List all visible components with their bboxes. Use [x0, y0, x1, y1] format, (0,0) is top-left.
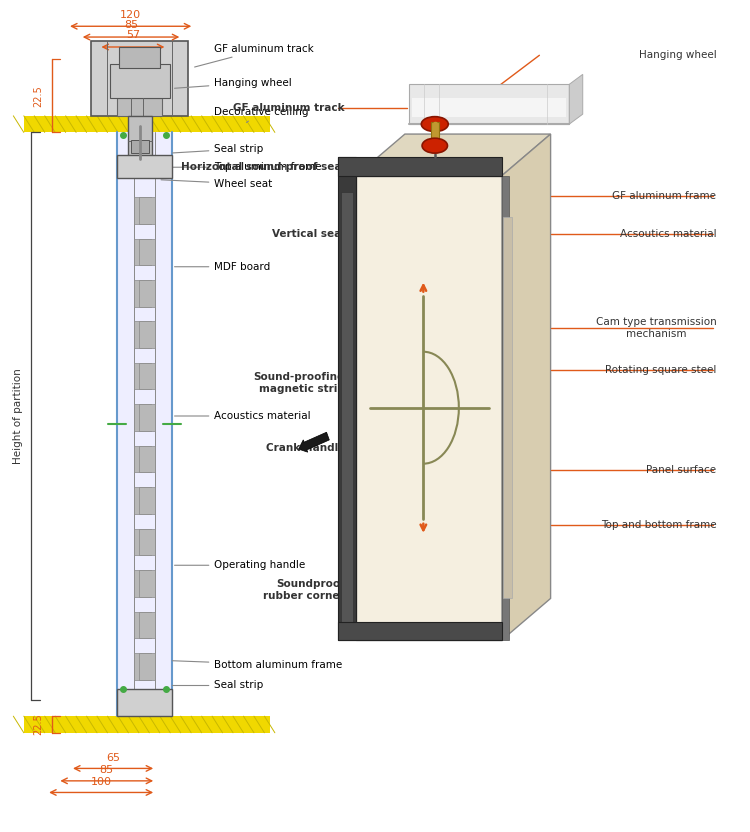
Bar [409, 84, 569, 124]
Text: Acoustics material: Acoustics material [175, 411, 311, 421]
Bar [134, 321, 151, 348]
Bar [134, 488, 151, 514]
Text: 85: 85 [100, 765, 114, 775]
Text: GF aluminum frame: GF aluminum frame [613, 191, 716, 201]
Bar [338, 622, 502, 640]
Bar [119, 47, 160, 67]
Bar [134, 239, 151, 265]
Bar [117, 97, 162, 116]
Bar [139, 488, 155, 514]
Bar [139, 653, 155, 680]
Text: Bottom aluminum frame: Bottom aluminum frame [172, 660, 343, 670]
Bar [338, 157, 502, 176]
Text: 65: 65 [106, 753, 120, 763]
Polygon shape [356, 134, 550, 176]
Text: Hanging wheel: Hanging wheel [639, 50, 716, 60]
FancyArrow shape [298, 432, 329, 452]
Bar [139, 446, 155, 473]
Text: 120: 120 [120, 10, 141, 20]
Bar [134, 197, 151, 224]
Bar [134, 570, 151, 597]
Bar [139, 280, 155, 306]
Bar [117, 155, 172, 178]
Bar [134, 653, 151, 680]
Text: Vertical seal: Vertical seal [272, 229, 345, 239]
Ellipse shape [422, 138, 448, 153]
Text: Top and bottom frame: Top and bottom frame [601, 521, 716, 531]
Bar [139, 612, 155, 638]
Bar [139, 404, 155, 431]
Bar [24, 716, 271, 733]
Text: Panel surface: Panel surface [646, 465, 716, 475]
Bar [431, 122, 439, 139]
Text: Operating handle: Operating handle [175, 560, 305, 570]
Polygon shape [502, 134, 550, 640]
Text: Seal strip: Seal strip [172, 681, 263, 691]
Bar [134, 280, 151, 306]
Bar [110, 64, 170, 97]
Bar [134, 612, 151, 638]
Bar [117, 132, 172, 716]
Bar [91, 42, 188, 116]
Text: 100: 100 [91, 776, 112, 787]
Bar [130, 140, 148, 153]
Bar [139, 363, 155, 389]
Bar [356, 176, 502, 640]
Bar [340, 192, 353, 623]
Text: GF aluminum track: GF aluminum track [194, 43, 314, 67]
Text: Decorative ceiling: Decorative ceiling [214, 106, 309, 122]
Text: Crank Handle: Crank Handle [266, 443, 345, 453]
Text: Seal strip: Seal strip [172, 144, 263, 154]
Text: Sound-proofing
magnetic strip: Sound-proofing magnetic strip [254, 372, 345, 394]
Text: Horizontal sound-proof seal: Horizontal sound-proof seal [181, 162, 345, 172]
Bar [134, 529, 151, 555]
Bar [139, 197, 155, 224]
Bar [139, 570, 155, 597]
Text: Wheel seat: Wheel seat [161, 179, 272, 189]
Text: GF aluminum track: GF aluminum track [233, 102, 345, 112]
Text: Height of partition: Height of partition [13, 368, 22, 464]
Bar [139, 529, 155, 555]
Text: 85: 85 [124, 21, 138, 31]
Text: 22.5: 22.5 [34, 85, 44, 106]
Text: Hanging wheel: Hanging wheel [175, 77, 292, 88]
Bar [139, 321, 155, 348]
Bar [338, 157, 356, 640]
Text: 22.5: 22.5 [34, 714, 44, 735]
Bar [134, 446, 151, 473]
Text: Soundproof
rubber corner: Soundproof rubber corner [263, 579, 345, 601]
Polygon shape [569, 74, 583, 124]
Bar [503, 217, 512, 598]
Bar [128, 116, 152, 159]
Bar [412, 97, 566, 117]
Text: 57: 57 [126, 30, 140, 41]
Text: Top aluminum frame: Top aluminum frame [172, 162, 322, 172]
Text: MDF board: MDF board [175, 262, 271, 272]
Text: Cam type transmission
mechanism: Cam type transmission mechanism [596, 317, 716, 339]
Text: Rotating square steel: Rotating square steel [605, 365, 716, 375]
Ellipse shape [422, 116, 448, 131]
Bar [502, 176, 509, 640]
Bar [117, 689, 172, 716]
Bar [24, 116, 271, 132]
Text: Acsoutics material: Acsoutics material [620, 229, 716, 239]
Bar [139, 239, 155, 265]
Bar [134, 404, 151, 431]
Bar [134, 363, 151, 389]
